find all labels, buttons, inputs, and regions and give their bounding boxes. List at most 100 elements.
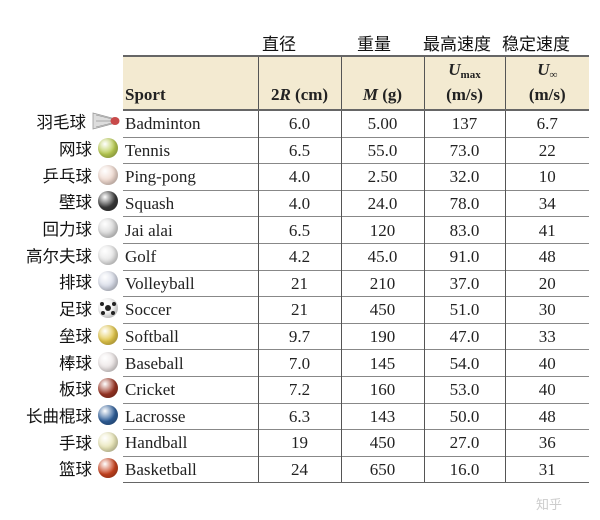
sport-label-row: 羽毛球 — [0, 108, 120, 135]
cell-sport: Badminton — [125, 114, 201, 134]
cell-uinf: 20 — [504, 269, 589, 297]
col-header-uinf: U∞ (m/s) — [504, 56, 589, 110]
sport-name-cn: 高尔夫球 — [26, 246, 92, 266]
table-row: Cricket 7.2 160 53.0 40 — [123, 375, 589, 404]
cell-uinf: 30 — [504, 296, 589, 324]
softball-icon — [98, 324, 118, 345]
sport-label-row: 垒球 — [0, 322, 120, 349]
sport-label-row: 足球 — [0, 295, 120, 322]
baseball-icon — [98, 351, 118, 372]
cell-sport: Volleyball — [123, 269, 258, 297]
cell-sport: Jai alai — [123, 216, 258, 244]
cell-umax: 53.0 — [423, 375, 505, 404]
cell-uinf: 48 — [504, 242, 589, 271]
sport-label-row: 壁球 — [0, 188, 120, 215]
cell-diameter: 19 — [257, 429, 341, 457]
cell-sport: Soccer — [123, 296, 258, 324]
sport-name-cn: 篮球 — [59, 460, 92, 480]
sport-name-cn: 乒乓球 — [42, 166, 93, 186]
cell-diameter: 4.0 — [257, 189, 341, 217]
sport-name-cn: 羽毛球 — [36, 113, 87, 133]
cell-uinf: 40 — [504, 349, 589, 377]
cell-umax: 54.0 — [423, 349, 505, 377]
cell-mass: 450 — [340, 429, 424, 457]
cell-diameter: 7.2 — [257, 375, 341, 404]
golf-ball-icon — [98, 244, 118, 265]
cell-umax: 83.0 — [423, 216, 505, 244]
cell-umax: 137 — [423, 110, 505, 138]
cell-uinf: 31 — [504, 455, 589, 484]
cell-mass: 450 — [340, 296, 424, 324]
cell-sport: Tennis — [123, 136, 258, 164]
cell-diameter: 4.0 — [257, 163, 341, 191]
table-row: Golf 4.2 45.0 91.0 48 — [123, 242, 589, 271]
cell-diameter: 9.7 — [257, 322, 341, 350]
cell-mass: 2.50 — [340, 163, 424, 191]
cell-diameter: 6.0 — [257, 110, 341, 138]
col-header-diameter: 2R​ (cm) — [257, 56, 341, 110]
jai-alai-ball-icon — [98, 218, 118, 239]
cell-uinf: 34 — [504, 189, 589, 217]
sport-name-cn: 垒球 — [59, 326, 92, 346]
cell-diameter: 6.3 — [257, 402, 341, 430]
cell-mass: 650 — [340, 455, 424, 484]
cell-diameter: 21 — [257, 296, 341, 324]
sport-name-cn: 长曲棍球 — [26, 406, 92, 426]
cell-umax: 47.0 — [423, 322, 505, 350]
sport-name-cn: 排球 — [59, 273, 92, 293]
table-row: Volleyball 21 210 37.0 20 — [123, 269, 589, 297]
watermark: 知乎 — [536, 498, 563, 513]
cell-diameter: 6.5 — [257, 216, 341, 244]
cell-sport: Basketball — [123, 455, 258, 484]
cell-mass: 24.0 — [340, 189, 424, 217]
cell-uinf: 22 — [504, 136, 589, 164]
cell-sport: Golf — [123, 242, 258, 271]
cell-diameter: 21 — [257, 269, 341, 297]
cell-umax: 16.0 — [423, 455, 505, 484]
cell-diameter: 6.5 — [257, 136, 341, 164]
cell-uinf: 33 — [504, 322, 589, 350]
sport-name-cn: 足球 — [59, 300, 92, 320]
cell-umax: 32.0 — [423, 163, 505, 191]
sport-name-cn: 壁球 — [59, 193, 92, 213]
cell-sport: Cricket — [123, 375, 258, 404]
header-terminal-speed-cn: 稳定速度 — [502, 35, 570, 55]
sport-name-cn: 棒球 — [59, 353, 92, 373]
cell-mass: 55.0 — [340, 136, 424, 164]
tennis-ball-icon — [98, 138, 118, 159]
ping-pong-ball-icon — [98, 164, 118, 185]
table-row: Jai alai 6.5 120 83.0 41 — [123, 216, 589, 244]
squash-ball-icon — [98, 191, 118, 212]
sport-name-cn: 手球 — [59, 433, 92, 453]
table-row: Tennis 6.5 55.0 73.0 22 — [123, 136, 589, 164]
sport-label-row: 棒球 — [0, 348, 120, 375]
table-row: Squash 4.0 24.0 78.0 34 — [123, 189, 589, 217]
table-row: Softball 9.7 190 47.0 33 — [123, 322, 589, 350]
cell-diameter: 24 — [257, 455, 341, 484]
cell-sport: Handball — [123, 429, 258, 457]
cell-mass: 210 — [340, 269, 424, 297]
table-row: Handball 19 450 27.0 36 — [123, 429, 589, 457]
cell-uinf: 6.7 — [504, 110, 589, 138]
sport-name-cn: 网球 — [59, 140, 92, 160]
shuttlecock-icon — [92, 112, 120, 130]
table-row: Baseball 7.0 145 54.0 40 — [123, 349, 589, 377]
cell-umax: 73.0 — [423, 136, 505, 164]
cell-umax: 50.0 — [423, 402, 505, 430]
sport-label-row: 手球 — [0, 428, 120, 455]
cell-sport: Squash — [123, 189, 258, 217]
cell-mass: 120 — [340, 216, 424, 244]
cell-mass: 145 — [340, 349, 424, 377]
cricket-ball-icon — [98, 378, 118, 399]
cell-uinf: 48 — [504, 402, 589, 430]
sport-label-row: 篮球 — [0, 455, 120, 482]
sport-label-row: 长曲棍球 — [0, 402, 120, 429]
sport-label-row: 板球 — [0, 375, 120, 402]
cell-sport: Ping-pong — [123, 163, 258, 191]
lacrosse-ball-icon — [98, 404, 118, 425]
col-header-umax: Umax (m/s) — [423, 56, 505, 110]
header-diameter-cn: 直径 — [262, 35, 296, 55]
cell-diameter: 7.0 — [257, 349, 341, 377]
header-mass-cn: 重量 — [357, 35, 391, 55]
cell-sport: Softball — [123, 322, 258, 350]
